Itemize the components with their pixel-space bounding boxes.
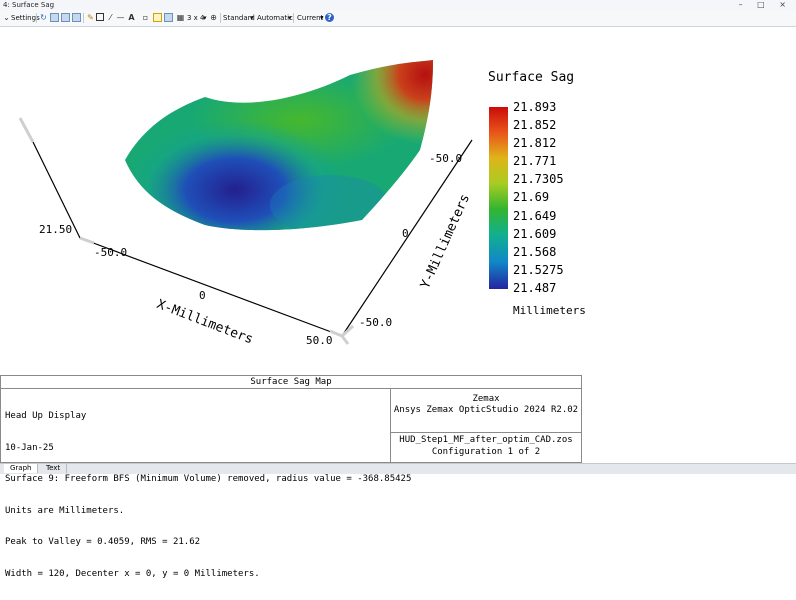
- current-dropdown-arrow[interactable]: ▾: [320, 14, 324, 22]
- legend-tick: 21.649: [513, 209, 557, 223]
- info-line: Peak to Valley = 0.4059, RMS = 21.62: [5, 537, 201, 547]
- select-icon[interactable]: [153, 13, 162, 22]
- y-tick-top: -50.0: [429, 152, 463, 165]
- legend-title: Surface Sag: [488, 70, 575, 85]
- toolbar: ⌄ Settings ↻ ✎ ⁄ — A ▫ ▦ 3 x 4 ▾ ⊕ Stand…: [0, 10, 796, 27]
- collapse-chevron-icon[interactable]: ⌄: [3, 13, 10, 22]
- layout-grid-icon[interactable]: ▦: [176, 13, 185, 22]
- legend-tick: 21.609: [513, 227, 557, 241]
- window-title: 4: Surface Sag: [3, 1, 55, 9]
- info-line: Width = 120, Decenter x = 0, y = 0 Milli…: [5, 568, 260, 579]
- info-title: Surface Sag Map: [1, 376, 581, 389]
- legend-colorbar: [489, 107, 508, 289]
- info-configuration: Configuration 1 of 2: [431, 447, 541, 457]
- info-filename: HUD_Step1_MF_after_optim_CAD.zos: [399, 435, 573, 445]
- text-tool-icon[interactable]: A: [128, 13, 135, 22]
- toolbar-separator: [220, 13, 221, 23]
- info-line: Units are Millimeters.: [5, 505, 125, 516]
- legend-tick: 21.812: [513, 136, 557, 150]
- export-icon[interactable]: [164, 13, 173, 22]
- info-company: Zemax: [472, 394, 500, 404]
- x-tick-min: -50.0: [94, 246, 128, 259]
- standard-dropdown[interactable]: Standard: [223, 14, 255, 22]
- hline-icon[interactable]: —: [116, 13, 125, 22]
- y-tick-bottom: -50.0: [359, 316, 393, 329]
- toolbar-separator: [83, 13, 84, 23]
- refresh-icon[interactable]: ↻: [40, 13, 47, 22]
- tab-graph[interactable]: Graph: [4, 464, 39, 473]
- info-line: Head Up Display: [5, 411, 87, 421]
- lock-icon[interactable]: ▫: [142, 13, 149, 22]
- surface-mesh: [125, 60, 433, 231]
- axis-corner-marks: [18, 117, 355, 345]
- help-icon[interactable]: ?: [325, 13, 334, 22]
- legend-tick: 21.771: [513, 154, 557, 168]
- surface-sag-3d-plot: [18, 60, 473, 345]
- legend-tick: 21.7305: [513, 172, 564, 186]
- rectangle-icon[interactable]: [96, 13, 104, 21]
- save-icon[interactable]: [61, 13, 70, 22]
- info-line: 10-Jan-25: [5, 442, 54, 453]
- legend-tick: 21.568: [513, 245, 557, 259]
- line-icon[interactable]: ⁄: [109, 13, 112, 22]
- legend-tick: 21.69: [513, 190, 550, 204]
- view-tabs: Graph Text: [0, 463, 796, 474]
- layout-dropdown-arrow[interactable]: ▾: [203, 14, 207, 22]
- legend-units: Millimeters: [513, 304, 586, 317]
- legend-tick: 21.893: [513, 100, 557, 114]
- info-line: Surface 9: Freeform BFS (Minimum Volume)…: [5, 474, 412, 484]
- info-version: Ansys Zemax OpticStudio 2024 R2.02: [393, 405, 579, 415]
- toolbar-separator: [36, 13, 37, 23]
- info-details: Head Up Display 10-Jan-25 Surface 9: Fre…: [5, 390, 411, 600]
- legend-tick: 21.487: [513, 281, 557, 295]
- automatic-dropdown[interactable]: Automatic: [257, 14, 293, 22]
- legend-tick: 21.852: [513, 118, 557, 132]
- z-axis-label: 21.50: [39, 223, 73, 236]
- x-tick-max: 50.0: [306, 334, 333, 347]
- info-software: Zemax Ansys Zemax OpticStudio 2024 R2.02: [391, 394, 581, 416]
- current-dropdown[interactable]: Current: [297, 14, 324, 22]
- plot-area: 21.50 -50.0 0 50.0 -50.0 0 -50.0 X-Milli…: [0, 27, 796, 375]
- toolbar-separator: [293, 13, 294, 23]
- info-file: HUD_Step1_MF_after_optim_CAD.zos Configu…: [391, 434, 581, 458]
- rotate-icon[interactable]: ⊕: [210, 13, 217, 22]
- info-divider: [390, 389, 391, 463]
- standard-dropdown-arrow[interactable]: ▾: [250, 14, 254, 22]
- automatic-dropdown-arrow[interactable]: ▾: [288, 14, 292, 22]
- x-tick-mid: 0: [199, 289, 206, 302]
- tab-text[interactable]: Text: [40, 464, 68, 473]
- copy-icon[interactable]: [50, 13, 59, 22]
- print-icon[interactable]: [72, 13, 81, 22]
- layout-dropdown[interactable]: 3 x 4: [187, 14, 205, 22]
- info-divider: [390, 432, 581, 433]
- axis-lines: [32, 139, 473, 337]
- settings-button[interactable]: Settings: [11, 14, 40, 22]
- y-tick-mid: 0: [402, 227, 409, 240]
- pencil-icon[interactable]: ✎: [87, 13, 94, 22]
- window-controls[interactable]: – □ ×: [738, 0, 792, 9]
- legend-tick: 21.5275: [513, 263, 564, 277]
- info-panel: Surface Sag Map Head Up Display 10-Jan-2…: [0, 375, 582, 579]
